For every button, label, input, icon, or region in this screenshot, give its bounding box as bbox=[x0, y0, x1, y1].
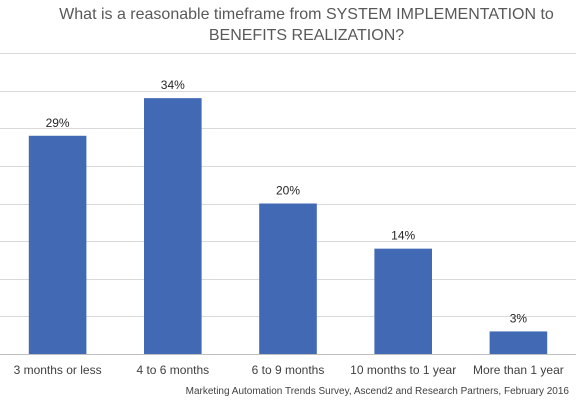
chart-title-line-1: What is a reasonable timeframe from SYST… bbox=[59, 6, 554, 23]
gridlines bbox=[0, 53, 576, 355]
bar-1 bbox=[28, 135, 87, 354]
bar-3 bbox=[259, 203, 317, 354]
data-label-1: 29% bbox=[46, 116, 70, 130]
x-tick-label-3: 6 to 9 months bbox=[252, 363, 325, 377]
x-tick-label-5: More than 1 year bbox=[473, 363, 564, 377]
source-note: Marketing Automation Trends Survey, Asce… bbox=[185, 386, 569, 397]
x-tick-label-4: 10 months to 1 year bbox=[350, 363, 456, 377]
x-tick-label-2: 4 to 6 months bbox=[136, 363, 209, 377]
bar-4 bbox=[374, 248, 432, 354]
data-label-3: 20% bbox=[276, 184, 300, 198]
bar-5 bbox=[489, 331, 548, 354]
x-tick-label-1: 3 months or less bbox=[14, 363, 102, 377]
data-label-5: 3% bbox=[510, 311, 528, 325]
data-label-2: 34% bbox=[161, 78, 185, 92]
chart-title-line-2: BENEFITS REALIZATION? bbox=[208, 27, 405, 44]
data-label-4: 14% bbox=[391, 229, 415, 243]
bar-2 bbox=[144, 98, 202, 355]
bars bbox=[28, 98, 548, 355]
data-labels: 29% 34% 20% 14% 3% bbox=[46, 78, 528, 325]
x-tick-labels: 3 months or less 4 to 6 months 6 to 9 mont… bbox=[14, 363, 564, 377]
